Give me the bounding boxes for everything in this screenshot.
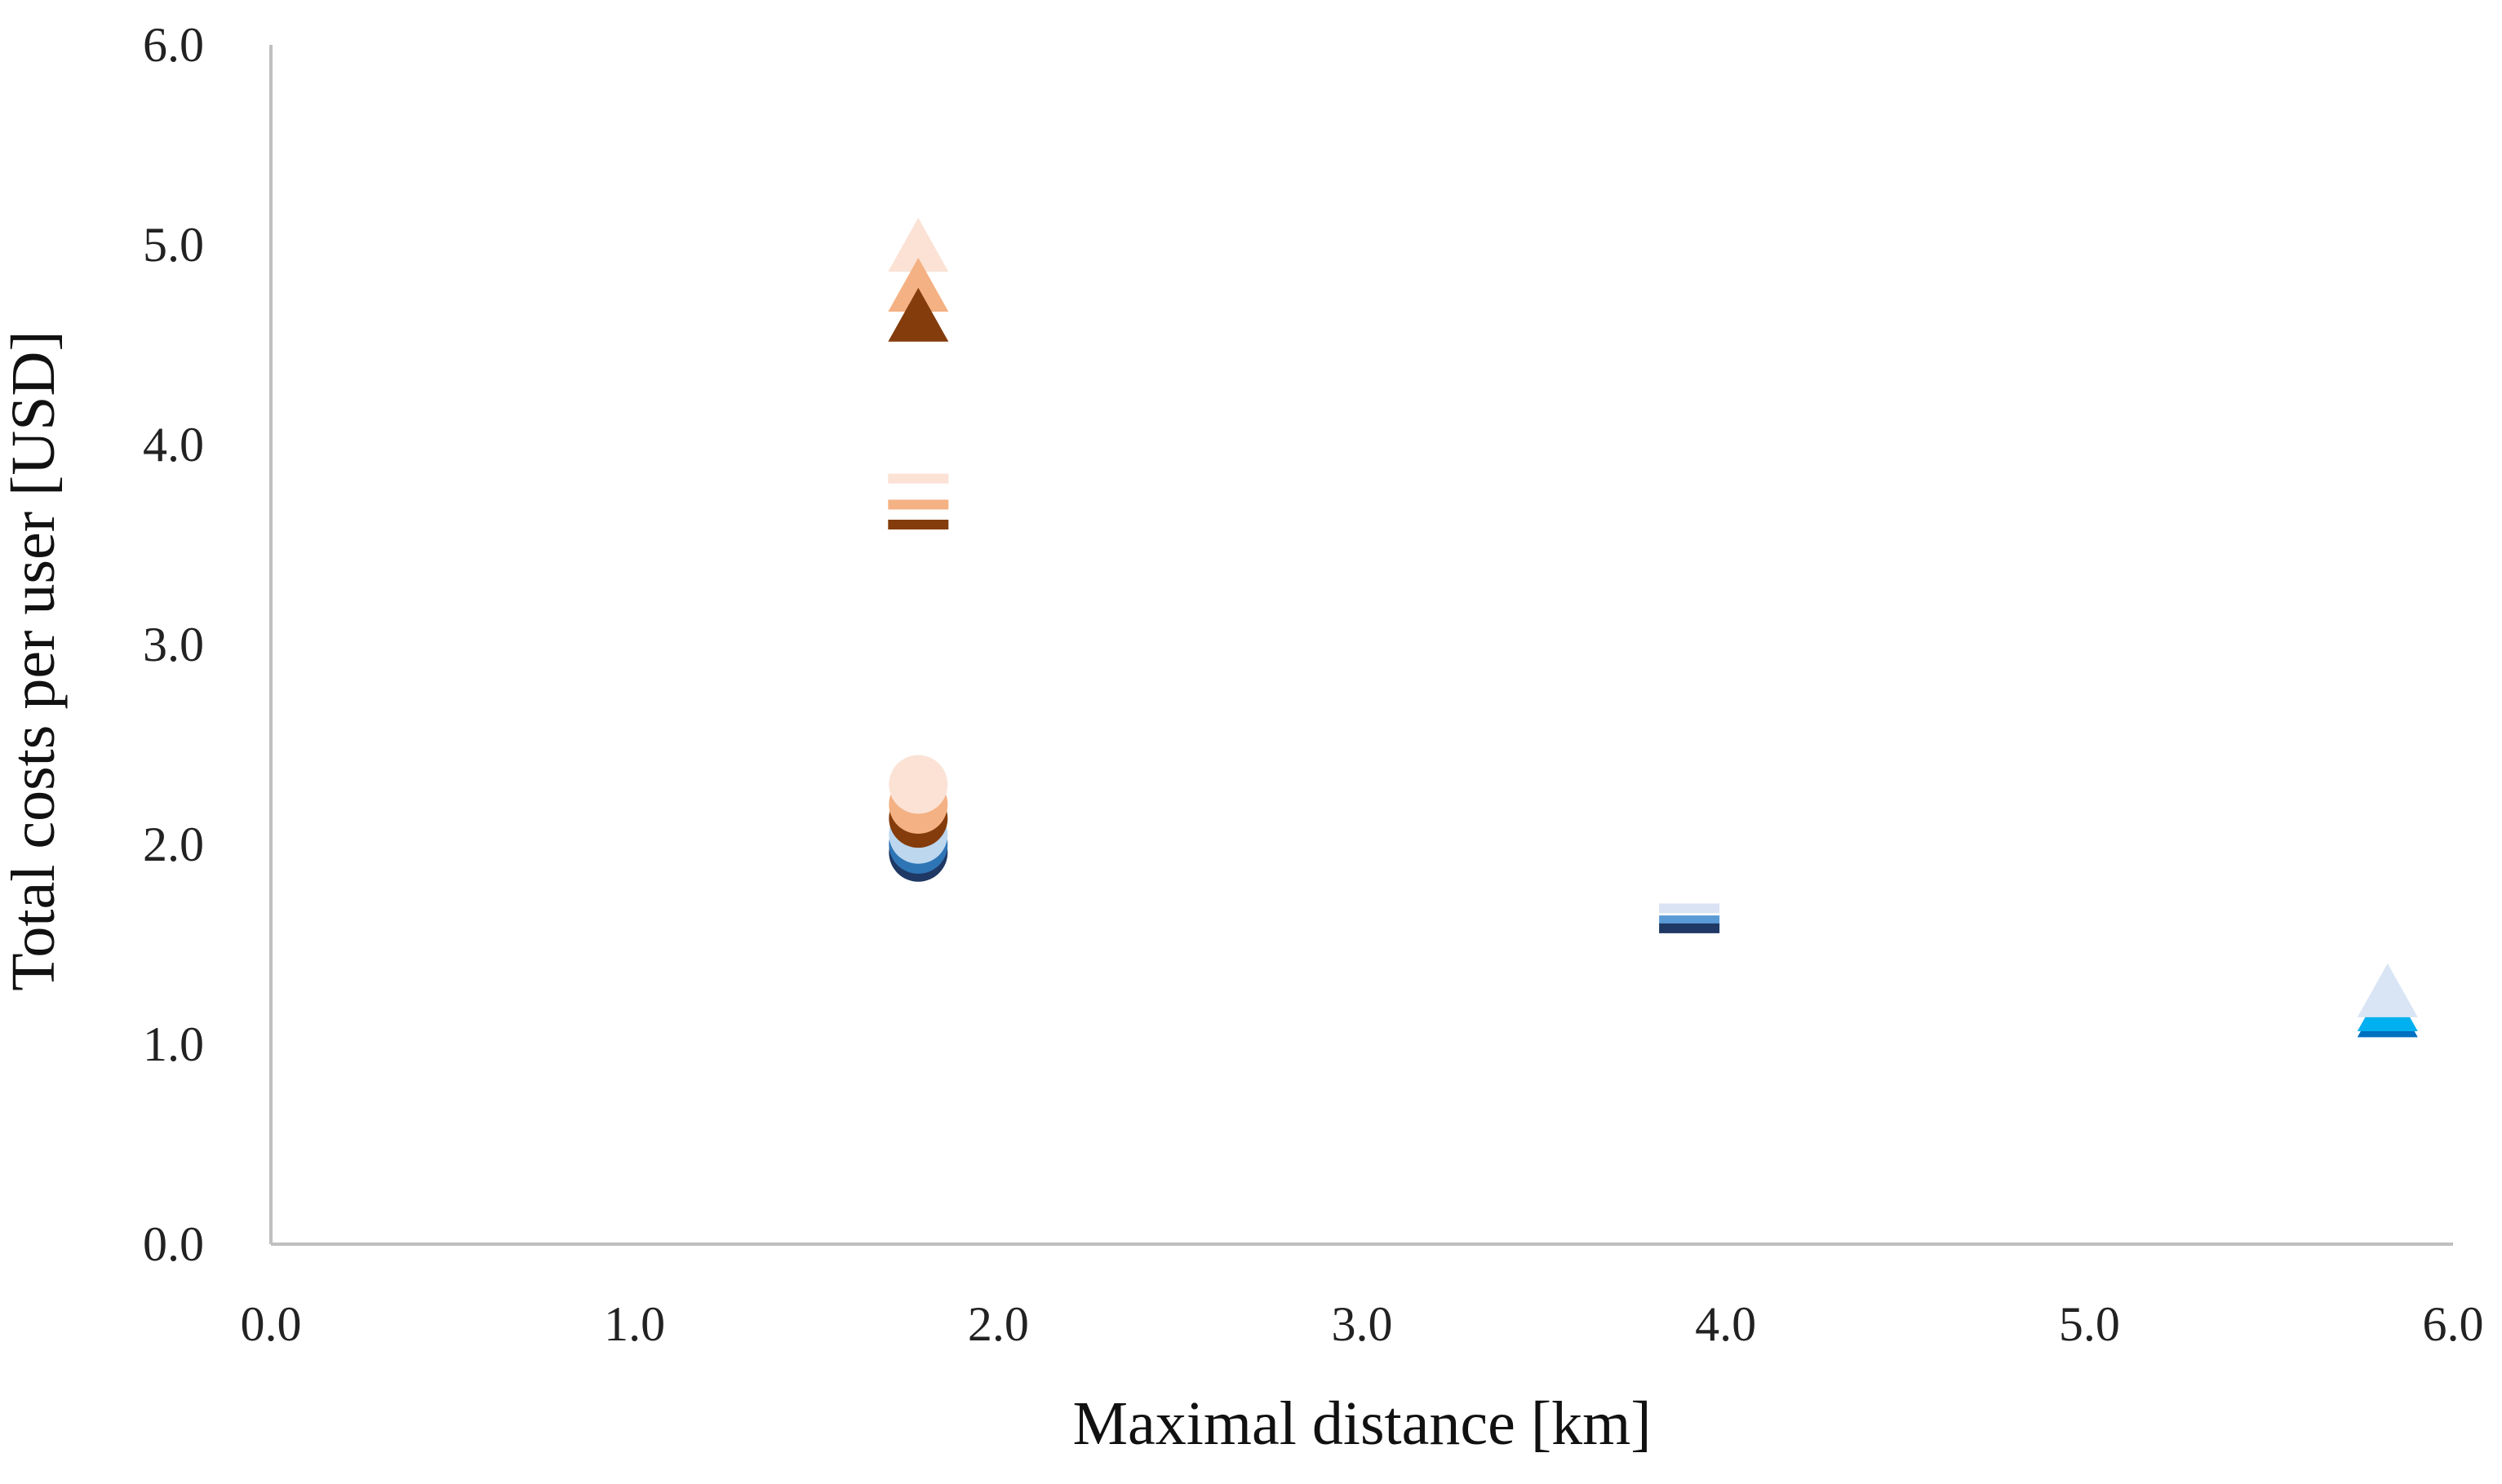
data-point-triangle <box>888 258 949 312</box>
x-tick-label: 6.0 <box>2423 1297 2484 1351</box>
y-axis-title: Total costs per user [USD] <box>0 330 68 990</box>
data-point-circle <box>889 755 948 814</box>
x-tick-label: 0.0 <box>241 1297 302 1351</box>
x-tick-label: 3.0 <box>1332 1297 1393 1351</box>
data-point-triangle <box>888 287 949 342</box>
y-tick-label: 3.0 <box>143 618 204 671</box>
y-tick-label: 5.0 <box>143 218 204 272</box>
x-tick-label: 5.0 <box>2059 1297 2120 1351</box>
x-tick-label: 1.0 <box>604 1297 665 1351</box>
x-tick-label: 4.0 <box>1695 1297 1756 1351</box>
data-points <box>888 218 2418 1038</box>
data-point-dash <box>888 499 949 510</box>
x-axis-ticks: 0.0 1.0 2.0 3.0 4.0 5.0 6.0 <box>241 1297 2484 1351</box>
y-axis-ticks: 0.0 1.0 2.0 3.0 4.0 5.0 6.0 <box>143 18 204 1271</box>
y-tick-label: 6.0 <box>143 18 204 72</box>
data-point-triangle <box>888 218 949 272</box>
y-tick-label: 4.0 <box>143 418 204 472</box>
x-tick-label: 2.0 <box>968 1297 1029 1351</box>
data-point-dash <box>888 520 949 529</box>
y-tick-label: 2.0 <box>143 817 204 871</box>
data-point-dash <box>1659 915 1720 926</box>
data-point-dash <box>888 473 949 484</box>
y-tick-label: 0.0 <box>143 1217 204 1271</box>
data-point-dash <box>1659 903 1720 914</box>
x-axis-title: Maximal distance [km] <box>1072 1389 1651 1458</box>
data-point-dash <box>1659 923 1720 933</box>
data-point-triangle <box>2357 963 2418 1017</box>
y-tick-label: 1.0 <box>143 1017 204 1071</box>
